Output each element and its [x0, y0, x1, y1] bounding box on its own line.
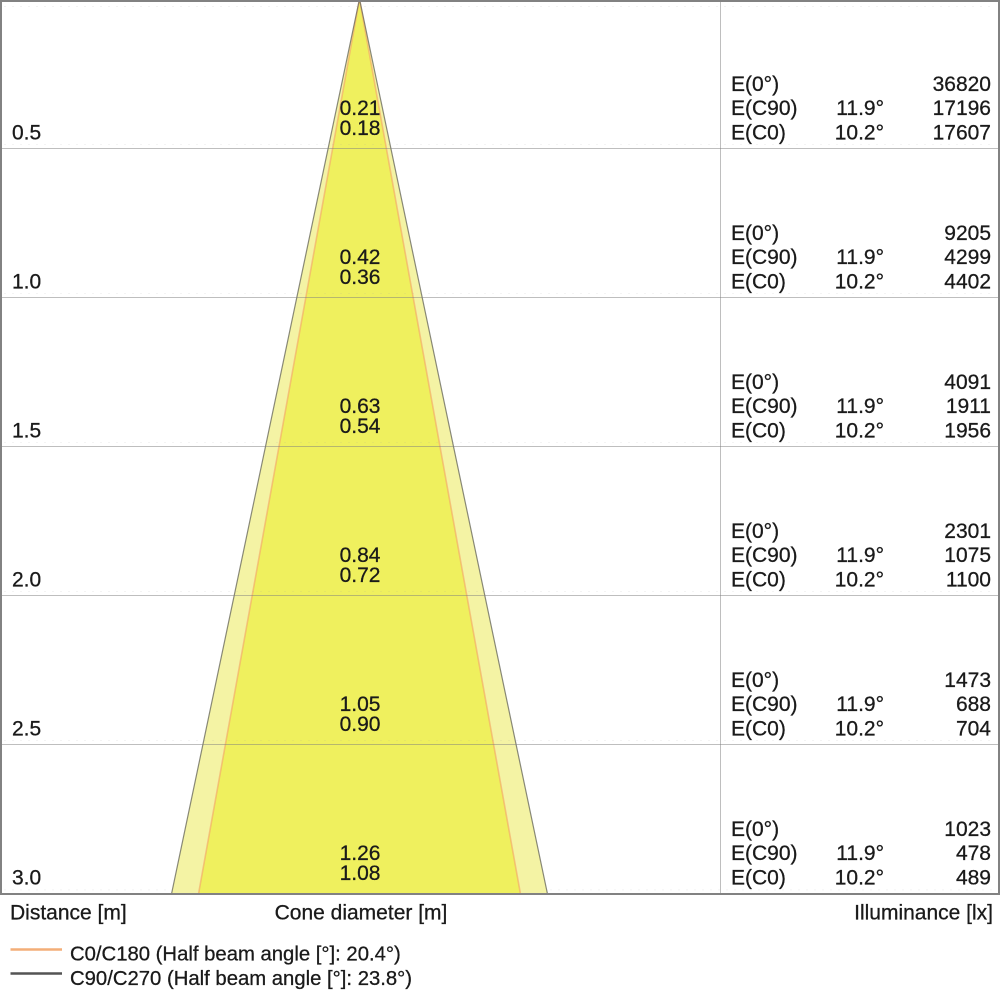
- svg-text:11.9°: 11.9°: [836, 693, 884, 716]
- svg-text:9205: 9205: [944, 222, 991, 245]
- svg-text:4299: 4299: [944, 246, 991, 269]
- svg-text:E(0°): E(0°): [731, 669, 779, 692]
- svg-text:E(C90): E(C90): [731, 395, 798, 418]
- svg-text:E(C0): E(C0): [731, 867, 786, 890]
- svg-text:E(C0): E(C0): [731, 718, 786, 741]
- svg-text:11.9°: 11.9°: [836, 246, 884, 269]
- svg-text:10.2°: 10.2°: [835, 867, 884, 890]
- svg-text:17607: 17607: [933, 122, 991, 145]
- svg-text:0.54: 0.54: [340, 415, 381, 438]
- svg-text:1.08: 1.08: [340, 862, 381, 885]
- svg-text:E(0°): E(0°): [731, 520, 779, 543]
- svg-text:E(0°): E(0°): [731, 222, 779, 245]
- svg-text:3.0: 3.0: [12, 867, 41, 890]
- svg-text:1.5: 1.5: [12, 420, 41, 443]
- svg-text:Illuminance [lx]: Illuminance [lx]: [854, 902, 993, 925]
- svg-text:0.72: 0.72: [340, 564, 381, 587]
- svg-text:10.2°: 10.2°: [835, 271, 884, 294]
- svg-text:1023: 1023: [944, 818, 991, 841]
- svg-text:36820: 36820: [933, 73, 991, 96]
- svg-text:1100: 1100: [946, 569, 991, 592]
- svg-text:1473: 1473: [944, 669, 991, 692]
- svg-text:2.0: 2.0: [12, 569, 41, 592]
- svg-text:11.9°: 11.9°: [836, 544, 884, 567]
- svg-text:C0/C180 (Half beam angle [°]:: C0/C180 (Half beam angle [°]: 20.4°): [70, 944, 401, 966]
- svg-text:1956: 1956: [944, 420, 991, 443]
- svg-text:0.18: 0.18: [340, 117, 381, 140]
- svg-text:E(0°): E(0°): [731, 371, 779, 394]
- svg-text:0.90: 0.90: [340, 713, 381, 736]
- svg-text:1.05: 1.05: [340, 693, 381, 716]
- svg-text:E(C90): E(C90): [731, 246, 798, 269]
- svg-text:4091: 4091: [944, 371, 991, 394]
- svg-text:10.2°: 10.2°: [835, 569, 884, 592]
- svg-text:11.9°: 11.9°: [836, 842, 884, 865]
- svg-text:4402: 4402: [944, 271, 991, 294]
- svg-text:11.9°: 11.9°: [836, 395, 884, 418]
- svg-text:E(C0): E(C0): [731, 569, 786, 592]
- svg-text:E(C90): E(C90): [731, 693, 798, 716]
- svg-text:2301: 2301: [944, 520, 991, 543]
- svg-text:1.26: 1.26: [340, 842, 381, 865]
- svg-text:1075: 1075: [944, 544, 991, 567]
- svg-text:0.5: 0.5: [12, 122, 41, 145]
- svg-text:E(C90): E(C90): [731, 97, 798, 120]
- svg-text:E(C90): E(C90): [731, 544, 798, 567]
- svg-text:10.2°: 10.2°: [835, 420, 884, 443]
- svg-text:0.21: 0.21: [340, 97, 381, 120]
- svg-text:0.63: 0.63: [340, 395, 381, 418]
- svg-text:Distance [m]: Distance [m]: [10, 902, 127, 925]
- svg-text:0.36: 0.36: [340, 266, 381, 289]
- svg-text:704: 704: [956, 718, 991, 741]
- svg-text:10.2°: 10.2°: [835, 718, 884, 741]
- svg-text:478: 478: [956, 842, 991, 865]
- svg-text:0.84: 0.84: [340, 544, 381, 567]
- svg-text:10.2°: 10.2°: [835, 122, 884, 145]
- svg-text:1911: 1911: [946, 395, 991, 418]
- svg-text:2.5: 2.5: [12, 718, 41, 741]
- svg-text:11.9°: 11.9°: [836, 97, 884, 120]
- svg-text:17196: 17196: [933, 97, 991, 120]
- svg-text:688: 688: [956, 693, 991, 716]
- svg-text:E(C0): E(C0): [731, 271, 786, 294]
- svg-text:0.42: 0.42: [340, 246, 381, 269]
- svg-text:E(C0): E(C0): [731, 420, 786, 443]
- svg-text:E(C90): E(C90): [731, 842, 798, 865]
- svg-text:E(0°): E(0°): [731, 73, 779, 96]
- svg-text:E(0°): E(0°): [731, 818, 779, 841]
- svg-text:E(C0): E(C0): [731, 122, 786, 145]
- svg-text:Cone diameter [m]: Cone diameter [m]: [275, 902, 448, 925]
- svg-text:1.0: 1.0: [12, 271, 41, 294]
- svg-text:489: 489: [956, 867, 991, 890]
- svg-text:C90/C270 (Half beam angle [°]:: C90/C270 (Half beam angle [°]: 23.8°): [70, 968, 412, 990]
